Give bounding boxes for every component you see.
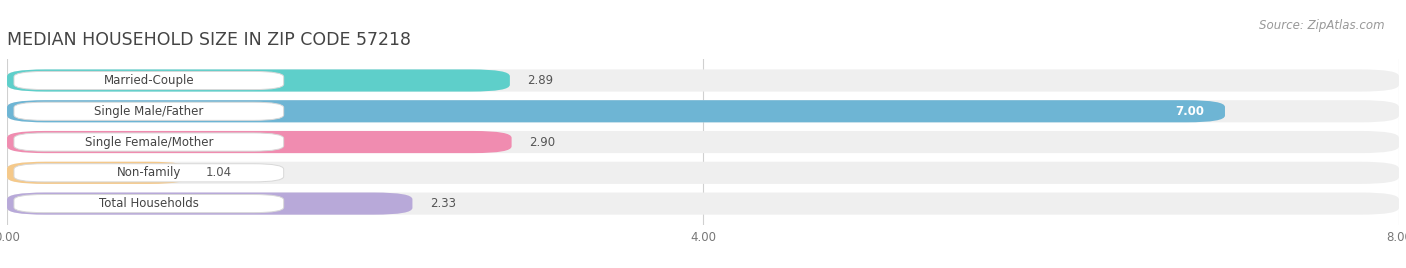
Text: 2.33: 2.33 [430,197,456,210]
Text: MEDIAN HOUSEHOLD SIZE IN ZIP CODE 57218: MEDIAN HOUSEHOLD SIZE IN ZIP CODE 57218 [7,31,411,49]
FancyBboxPatch shape [7,100,1225,122]
Text: Non-family: Non-family [117,166,181,179]
Text: Single Female/Mother: Single Female/Mother [84,136,214,148]
FancyBboxPatch shape [14,164,284,182]
Text: Married-Couple: Married-Couple [104,74,194,87]
Text: 2.89: 2.89 [527,74,554,87]
Text: 7.00: 7.00 [1175,105,1204,118]
FancyBboxPatch shape [14,102,284,120]
FancyBboxPatch shape [7,69,1399,92]
Text: Total Households: Total Households [98,197,198,210]
FancyBboxPatch shape [7,100,1399,122]
FancyBboxPatch shape [7,131,512,153]
FancyBboxPatch shape [7,192,412,215]
FancyBboxPatch shape [14,71,284,90]
Text: 2.90: 2.90 [529,136,555,148]
FancyBboxPatch shape [7,192,1399,215]
FancyBboxPatch shape [14,195,284,213]
Text: 1.04: 1.04 [205,166,232,179]
Text: Source: ZipAtlas.com: Source: ZipAtlas.com [1260,19,1385,32]
FancyBboxPatch shape [7,131,1399,153]
FancyBboxPatch shape [7,162,188,184]
FancyBboxPatch shape [7,69,510,92]
Text: Single Male/Father: Single Male/Father [94,105,204,118]
FancyBboxPatch shape [7,162,1399,184]
FancyBboxPatch shape [14,133,284,151]
